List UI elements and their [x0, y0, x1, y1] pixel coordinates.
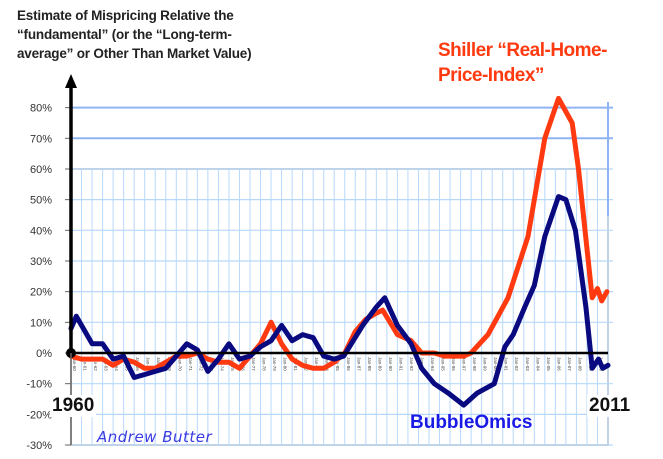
y-tick-label: 60% [30, 164, 52, 176]
x-tick-label: Jan-79 [272, 357, 277, 371]
y-tick-label: 20% [30, 287, 52, 299]
y-tick-label: 30% [30, 256, 52, 268]
y-axis-ticks: -30% -20% -10% 0% 10% 20% 30% 40% 50% 60% 70% 80% [26, 103, 71, 452]
x-tick-label: Jan-60 [72, 357, 77, 371]
x-tick-label: Jan-67 [146, 357, 151, 371]
title-line: Estimate of Mispricing Relative the [17, 8, 234, 23]
title-line: average” or Other Than Market Value) [17, 46, 252, 61]
x-tick-label: Jan-99 [483, 357, 488, 371]
y-tick-label: 10% [30, 317, 52, 329]
y-axis-arrow-icon [65, 74, 77, 88]
grid [70, 102, 613, 446]
chart-title: Estimate of Mispricing Relative the “fun… [17, 6, 317, 63]
legend-bubbleomics: BubbleOmics [410, 412, 533, 433]
x-tick-label: Jan-88 [367, 357, 372, 371]
x-tick-label: Jan-71 [188, 357, 193, 371]
x-tick-label: Jan-89 [377, 357, 382, 371]
y-tick-label: 0% [36, 348, 52, 360]
x-tick-label: Jan-97 [462, 357, 467, 371]
x-tick-label: Jan-05 [546, 357, 551, 371]
series-lines [68, 95, 611, 408]
title-line: “fundamental” (or the “Long-term- [17, 27, 232, 42]
x-tick-label: Jan-70 [177, 357, 182, 371]
x-tick-label: Jan-91 [398, 357, 403, 371]
y-tick-label: -20% [26, 409, 52, 421]
x-tick-label: Jan-96 [451, 357, 456, 371]
x-tick-label: Jan-83 [314, 357, 319, 371]
x-tick-label: Jan-06 [556, 357, 561, 371]
x-tick-label: Jan-95 [441, 357, 446, 371]
x-tick-label: Jan-08 [577, 357, 582, 371]
x-tick-label: Jan-61 [83, 357, 88, 371]
shiller-line [68, 95, 610, 371]
y-tick-label: 50% [30, 195, 52, 207]
bubbleomics-line [68, 194, 611, 408]
x-tick-label: Jan-62 [93, 357, 98, 371]
x-tick-label: Jan-87 [356, 357, 361, 371]
x-tick-label: Jan-63 [104, 357, 109, 371]
x-tick-label: Jan-80 [283, 357, 288, 371]
x-tick-label: Jan-78 [262, 357, 267, 371]
y-tick-label: 40% [30, 225, 52, 237]
x-tick-label: Jan-85 [335, 357, 340, 371]
x-tick-label: Jan-90 [388, 357, 393, 371]
x-tick-label: Jan-98 [472, 357, 477, 371]
x-tick-label: Jan-03 [525, 357, 530, 371]
y-tick-label: -30% [26, 440, 52, 452]
x-tick-label: Jan-77 [251, 357, 256, 371]
y-tick-label: 80% [30, 103, 52, 115]
x-tick-label: Jan-94 [430, 357, 435, 371]
y-tick-label: -10% [26, 379, 52, 391]
axes [65, 74, 608, 446]
grid-box [70, 168, 609, 446]
legend-shiller: Shiller “Real-Home- Price-Index” [438, 38, 607, 88]
x-start-label: 1960 [50, 395, 97, 417]
x-tick-label: Jan-92 [409, 357, 414, 371]
x-tick-label: Jan-86 [346, 357, 351, 371]
legend-line: Price-Index” [438, 65, 544, 86]
x-tick-label: Jan-04 [535, 357, 540, 371]
x-tick-label: Jan-72 [198, 357, 203, 371]
x-tick-label: Jan-01 [504, 357, 509, 371]
x-tick-label: Jan-07 [567, 357, 572, 371]
x-end-label: 2011 [587, 395, 633, 417]
x-tick-label: Jan-02 [514, 357, 519, 371]
x-tick-label: Jan-00 [493, 357, 498, 371]
author-signature: Andrew Butter [97, 428, 213, 446]
legend-line: Shiller “Real-Home- [438, 40, 607, 61]
y-tick-label: 70% [30, 133, 52, 145]
x-tick-label: Jan-81 [293, 357, 298, 371]
